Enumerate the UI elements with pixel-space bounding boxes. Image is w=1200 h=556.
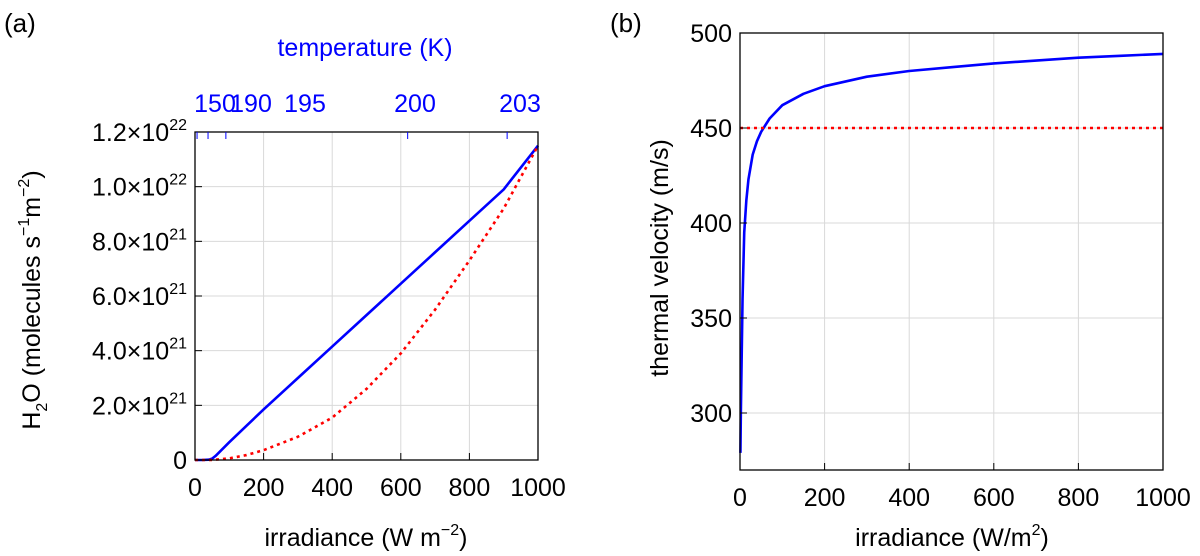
x-tick-label: 600 (973, 484, 1015, 512)
x-tick-label: 0 (733, 484, 747, 512)
top-tick-label: 203 (499, 90, 541, 118)
panel-label-a: (a) (4, 8, 36, 38)
y-tick-label: 4.0×1021​ (92, 336, 187, 366)
series-line-blue-solid (739, 52, 1164, 453)
x-tick-label: 0 (188, 474, 202, 502)
x-tick-label: 200 (243, 474, 285, 502)
y-tick-label: 8.0×1021​ (92, 226, 187, 256)
x-tick-label: 400 (888, 484, 930, 512)
panel-b: (b) 0 200 400 600 800 1000 300 350 400 450 500 ir… (610, 8, 1191, 552)
y-axis-label-a: H2O (molecules s−1m−2) (16, 170, 51, 429)
y-tick-label: 450 (690, 115, 732, 143)
x-ticks-b: 0 200 400 600 800 1000 (733, 463, 1191, 512)
top-axis-title: temperature (K) (277, 34, 452, 62)
x-axis-label-a: irradiance (W m−2) (265, 522, 468, 552)
y-tick-label: 300 (690, 400, 732, 428)
series-line-blue-solid (195, 144, 540, 462)
y-tick-label: 400 (690, 210, 732, 238)
top-tick-label: 200 (394, 90, 436, 118)
series-a (195, 144, 540, 462)
top-tick-label: 150 (194, 90, 236, 118)
y-tick-label: 1.2×1022​ (92, 117, 187, 147)
top-tick-label: 190 (230, 90, 272, 118)
y-tick-label: 2.0×1021​ (92, 390, 187, 420)
y-tick-label: 6.0×1021​ (92, 281, 187, 311)
x-tick-label: 1000 (510, 474, 566, 502)
panel-label-b: (b) (610, 8, 642, 38)
x-tick-label: 200 (804, 484, 846, 512)
y-axis-label-b: thermal velocity (m/s) (646, 139, 674, 377)
x-tick-label: 800 (1058, 484, 1100, 512)
y-ticks-a: 0 2.0×1021​ 4.0×1021​ 6.0×1021​ 8.0×1021​ 1.0… (92, 117, 202, 475)
panel-a: (a) temperature (K) 0 200 400 600 800 1000 0 2… (4, 8, 566, 552)
y-tick-label: 500 (690, 20, 732, 48)
x-tick-label: 400 (311, 474, 353, 502)
y-tick-label: 1.0×1022​ (92, 172, 187, 202)
x-ticks-a: 0 200 400 600 800 1000 (188, 453, 566, 502)
series-b (739, 52, 1164, 453)
grid-a (194, 131, 539, 461)
y-ticks-b: 300 350 400 450 500 (690, 20, 747, 428)
grid-b (739, 32, 1164, 470)
x-tick-label: 800 (449, 474, 491, 502)
y-tick-label: 350 (690, 305, 732, 333)
x-tick-label: 1000 (1135, 484, 1191, 512)
top-tick-label: 195 (284, 90, 326, 118)
x-tick-label: 600 (380, 474, 422, 502)
series-line-red-dotted (195, 145, 540, 462)
plot-frame-b (739, 32, 1164, 471)
x-axis-label-b: irradiance (W/m2) (855, 522, 1049, 552)
y-tick-label: 0 (173, 447, 187, 475)
